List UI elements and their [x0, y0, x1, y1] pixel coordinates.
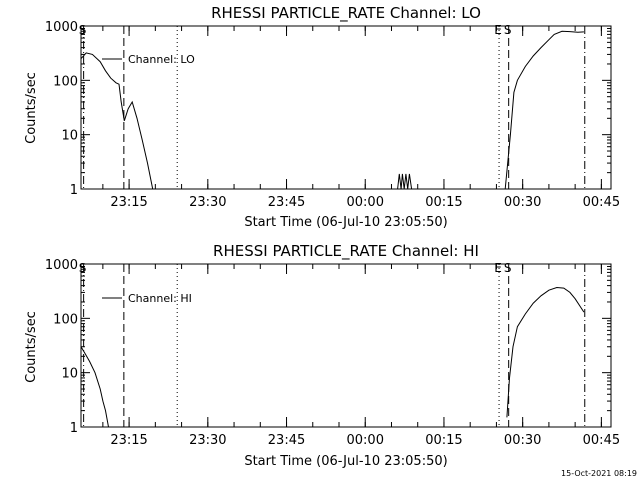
- legend: Channel: HI: [102, 292, 192, 305]
- x-tick-label: 23:45: [268, 195, 305, 210]
- x-tick-label: 00:30: [504, 433, 541, 448]
- x-tick-label: 00:00: [347, 433, 384, 448]
- chart-panel-lo: RHESSI PARTICLE_RATE Channel: LO Counts/…: [24, 4, 620, 230]
- chart-title: RHESSI PARTICLE_RATE Channel: HI: [213, 242, 479, 261]
- y-axis-label: Counts/sec: [24, 311, 39, 383]
- event-marker-label: S: [79, 23, 87, 37]
- series-line: [506, 286, 585, 418]
- legend-label: Channel: HI: [128, 292, 192, 305]
- x-tick-label: 00:45: [583, 195, 620, 210]
- x-tick-label: 23:30: [189, 195, 226, 210]
- x-tick-label: 00:00: [347, 195, 384, 210]
- series-line: [80, 52, 154, 190]
- x-tick-label: 23:45: [268, 433, 305, 448]
- series-line: [80, 346, 109, 428]
- series-line: [504, 30, 584, 190]
- y-tick-label: 100: [53, 312, 78, 327]
- y-tick-label: 100: [53, 74, 78, 89]
- y-tick-label: 10: [61, 129, 78, 144]
- y-axis-label: Counts/sec: [24, 72, 39, 144]
- event-marker-label: S: [504, 23, 512, 37]
- y-tick-label: 1: [70, 183, 78, 198]
- event-marker-label: S: [79, 261, 87, 275]
- y-tick-label: 10: [61, 367, 78, 382]
- x-tick-label: 00:15: [425, 433, 462, 448]
- x-tick-label: 23:30: [189, 433, 226, 448]
- chart-panel-hi: RHESSI PARTICLE_RATE Channel: HI Counts/…: [24, 242, 620, 469]
- series-line: [397, 173, 413, 190]
- x-axis-label: Start Time (06-Jul-10 23:05:50): [244, 454, 447, 469]
- event-marker-label: E: [494, 261, 502, 275]
- footer-timestamp: 15-Oct-2021 08:19: [561, 469, 637, 478]
- plot-frame: [80, 263, 612, 428]
- event-marker-label: E: [494, 23, 502, 37]
- y-tick-label: 1000: [45, 20, 78, 35]
- x-axis-label: Start Time (06-Jul-10 23:05:50): [244, 215, 447, 230]
- y-tick-label: 1000: [45, 258, 78, 273]
- legend: Channel: LO: [102, 53, 195, 66]
- x-tick-label: 00:30: [504, 195, 541, 210]
- chart-title: RHESSI PARTICLE_RATE Channel: LO: [211, 4, 481, 23]
- event-marker-label: S: [504, 261, 512, 275]
- x-tick-label: 00:45: [583, 433, 620, 448]
- legend-label: Channel: LO: [128, 53, 195, 66]
- x-tick-label: 23:15: [110, 433, 147, 448]
- x-tick-label: 23:15: [110, 195, 147, 210]
- plot-frame: [80, 25, 612, 190]
- x-tick-label: 00:15: [425, 195, 462, 210]
- y-tick-label: 1: [70, 421, 78, 436]
